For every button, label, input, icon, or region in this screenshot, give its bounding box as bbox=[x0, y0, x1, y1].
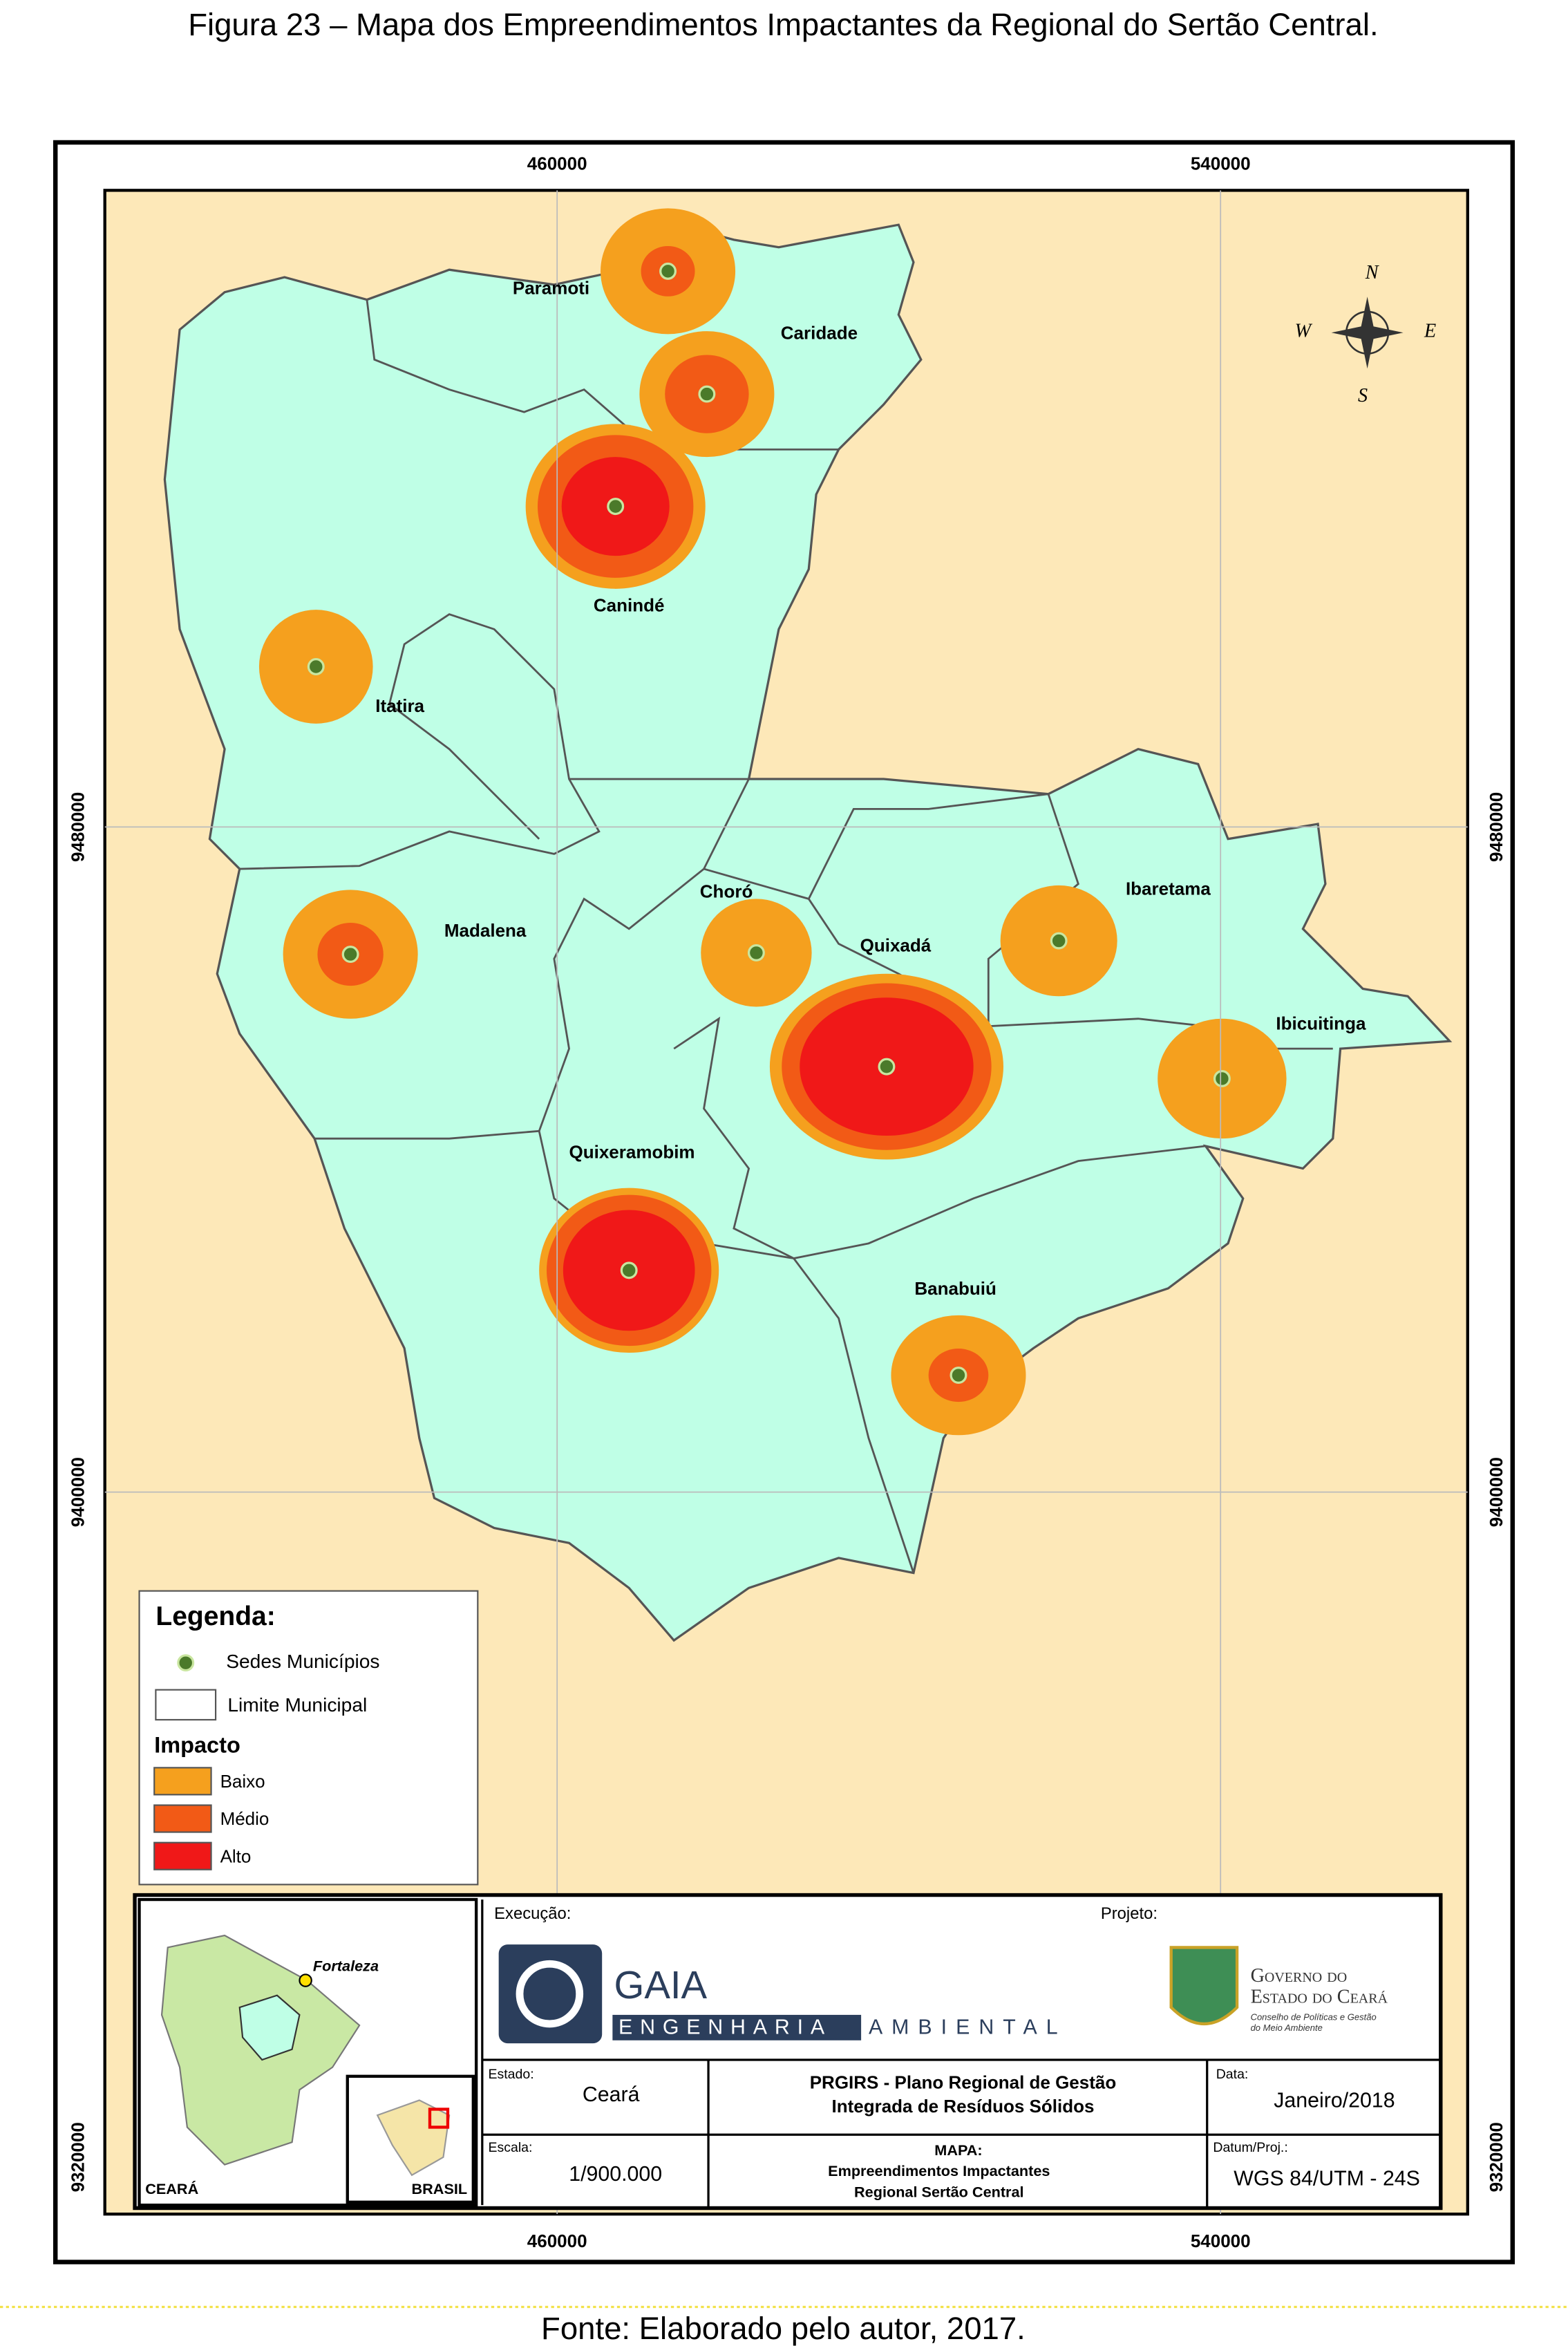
panel-label: Projeto: bbox=[1101, 1904, 1158, 1923]
municipality-label: Paramoti bbox=[513, 277, 589, 298]
panel-table-lines bbox=[481, 1899, 1441, 2208]
municipality-label: Quixadá bbox=[860, 935, 932, 956]
seat-marker bbox=[1050, 932, 1068, 950]
state-label: CEARÁ bbox=[145, 2180, 198, 2197]
panel-value: 1/900.000 bbox=[569, 2163, 662, 2186]
panel-value: Janeiro/2018 bbox=[1274, 2090, 1395, 2112]
northing-label: 9400000 bbox=[68, 1457, 88, 1527]
easting-label: 540000 bbox=[1191, 153, 1251, 173]
compass-s: S bbox=[1358, 385, 1368, 406]
northing-label: 9480000 bbox=[1486, 792, 1506, 862]
impact-buffers bbox=[258, 208, 1287, 1436]
government-line: Estado do Ceará bbox=[1251, 1987, 1388, 2008]
legend-item: Limite Municipal bbox=[227, 1693, 367, 1716]
map-element bbox=[239, 613, 601, 870]
compass-rose: N W E S bbox=[1295, 262, 1437, 406]
government-line: Governo do bbox=[1251, 1965, 1348, 1987]
panel-label: Data: bbox=[1216, 2067, 1249, 2082]
panel-label: Datum/Proj.: bbox=[1213, 2140, 1287, 2155]
panel-label: Escala: bbox=[488, 2140, 532, 2155]
executor-logo bbox=[498, 1944, 603, 2044]
seat-symbol bbox=[177, 1654, 195, 1672]
northing-label: 9480000 bbox=[68, 792, 88, 862]
seat-marker bbox=[698, 385, 716, 403]
seat-marker bbox=[659, 262, 677, 280]
panel-value: WGS 84/UTM - 24S bbox=[1234, 2167, 1420, 2190]
legend-item: Alto bbox=[220, 1846, 252, 1866]
municipality-label: Canindé bbox=[594, 595, 665, 616]
panel-value: Integrada de Resíduos Sólidos bbox=[831, 2096, 1094, 2117]
executor-logo-globe bbox=[516, 1960, 584, 2028]
executor-line: AMBIENTAL bbox=[869, 2016, 1067, 2038]
map-element bbox=[314, 778, 750, 1140]
legend: Legenda: Sedes Municípios Limite Municip… bbox=[138, 1590, 479, 1886]
swatch bbox=[153, 1804, 212, 1833]
government-line: Conselho de Políticas e Gestão bbox=[1251, 2012, 1377, 2023]
easting-label: 540000 bbox=[1191, 2231, 1251, 2251]
municipality-label: Caridade bbox=[781, 322, 858, 343]
seat-marker bbox=[747, 944, 765, 961]
map-element bbox=[673, 1016, 1206, 1260]
swatch bbox=[153, 1767, 212, 1796]
compass-e: E bbox=[1424, 321, 1436, 342]
panel-label: Estado: bbox=[488, 2067, 533, 2082]
seat-marker bbox=[1213, 1070, 1231, 1087]
seat-marker bbox=[307, 658, 325, 675]
panel-value: Regional Sertão Central bbox=[854, 2184, 1024, 2201]
source-note: Fonte: Elaborado pelo autor, 2017. bbox=[541, 2311, 1026, 2346]
municipality-label: Banabuiú bbox=[914, 1278, 996, 1299]
swatch bbox=[153, 1841, 212, 1870]
municipal-boundaries bbox=[239, 299, 1333, 1574]
executor-line: ENGENHARIA bbox=[618, 2016, 832, 2038]
map-element bbox=[538, 1131, 915, 1574]
northing-label: 9400000 bbox=[1486, 1457, 1506, 1527]
executor-bar bbox=[612, 2014, 862, 2040]
municipality-label: Quixeramobim bbox=[569, 1142, 695, 1163]
country-label: BRASIL bbox=[412, 2180, 468, 2197]
easting-label: 460000 bbox=[527, 2231, 587, 2251]
compass-star bbox=[1331, 297, 1404, 369]
graticule bbox=[104, 190, 1468, 2215]
city-label: Fortaleza bbox=[313, 1957, 379, 1974]
legend-title: Legenda: bbox=[155, 1602, 275, 1631]
municipality-label: Ibaretama bbox=[1126, 878, 1211, 899]
panel-value: Ceará bbox=[583, 2083, 640, 2106]
seat-marker bbox=[950, 1367, 967, 1385]
seat-marker bbox=[878, 1058, 896, 1076]
panel-label: MAPA: bbox=[934, 2141, 982, 2159]
executor-name: GAIA bbox=[614, 1963, 708, 2007]
legend-subtitle: Impacto bbox=[154, 1733, 240, 1758]
inset-region bbox=[238, 1994, 301, 2061]
compass-w: W bbox=[1295, 321, 1313, 342]
figure-title: Figura 23 – Mapa dos Empreendimentos Imp… bbox=[188, 7, 1378, 42]
municipality-label: Choró bbox=[700, 881, 753, 902]
boundary-symbol bbox=[155, 1689, 217, 1721]
seat-marker bbox=[607, 498, 625, 516]
northing-label: 9320000 bbox=[68, 2122, 88, 2192]
map-element bbox=[366, 299, 839, 451]
panel-value: Empreendimentos Impactantes bbox=[828, 2162, 1050, 2179]
info-panel: Fortaleza CEARÁ BRASIL Execução: Projeto… bbox=[133, 1893, 1443, 2211]
legend-box bbox=[138, 1590, 479, 1886]
legend-item: Sedes Municípios bbox=[226, 1650, 379, 1672]
city-marker bbox=[299, 1973, 312, 1987]
legend-item: Médio bbox=[220, 1808, 270, 1829]
compass-n: N bbox=[1365, 262, 1380, 283]
panel-label: Execução: bbox=[494, 1904, 571, 1923]
municipality-label: Ibicuitinga bbox=[1276, 1013, 1366, 1033]
municipality-label: Itatira bbox=[375, 695, 424, 716]
government-line: do Meio Ambiente bbox=[1251, 2023, 1323, 2033]
seat-marker bbox=[620, 1261, 638, 1279]
municipality-label: Madalena bbox=[444, 920, 527, 941]
seat-marker bbox=[341, 946, 359, 964]
legend-item: Baixo bbox=[220, 1771, 265, 1792]
northing-label: 9320000 bbox=[1486, 2122, 1506, 2192]
panel-value: PRGIRS - Plano Regional de Gestão bbox=[810, 2072, 1117, 2092]
government-crest bbox=[1169, 1946, 1239, 2026]
easting-label: 460000 bbox=[527, 153, 587, 173]
country-highlight bbox=[428, 2108, 450, 2129]
